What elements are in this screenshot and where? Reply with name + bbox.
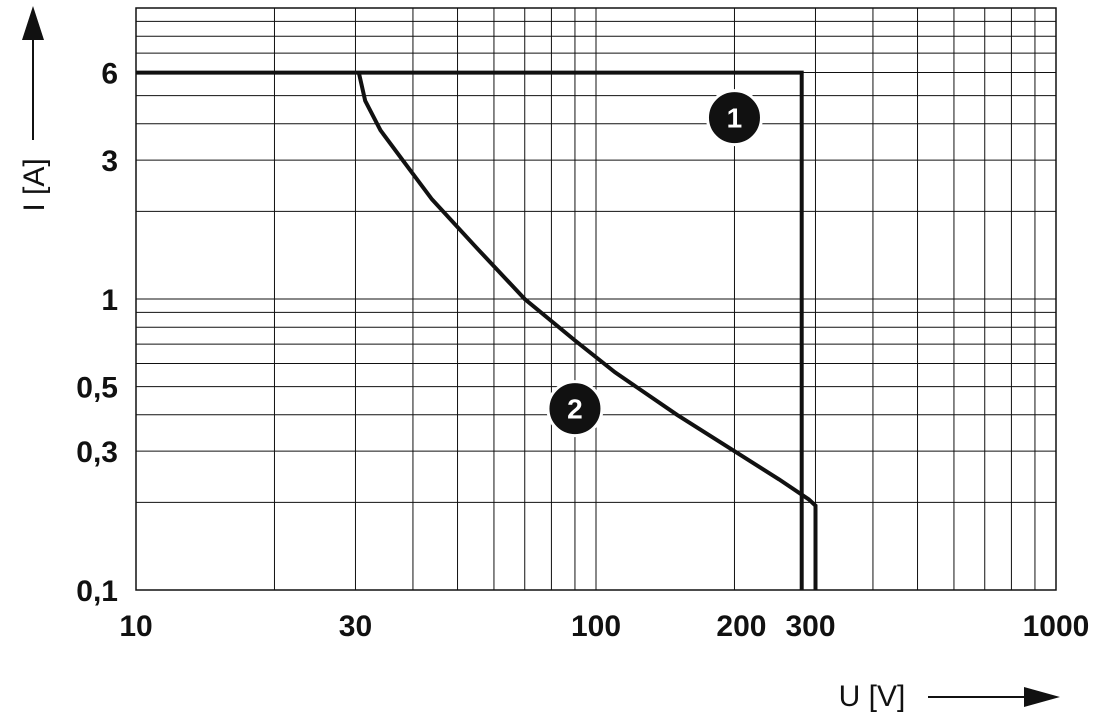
y-axis-arrow-icon [22, 6, 44, 40]
y-tick-label: 0,1 [76, 575, 118, 608]
x-tick-label: 30 [339, 610, 372, 643]
tick-labels: 10 30 100 200 300 1000 6 3 1 0,5 0,3 0,1 [76, 58, 1089, 643]
y-axis-label: I [A] [18, 158, 51, 211]
y-axis-title: I [A] [18, 6, 51, 212]
x-tick-label: 200 [716, 610, 766, 643]
x-tick-label: 300 [785, 610, 835, 643]
x-axis-arrow-icon [1024, 687, 1060, 707]
y-tick-label: 0,5 [76, 372, 118, 405]
series-marker-badge [705, 89, 763, 147]
x-axis-title: U [V] [839, 680, 1060, 713]
series-marker-label: 2 [567, 394, 583, 425]
series-marker-badge [546, 380, 604, 438]
series-marker-2: 2 [546, 380, 604, 438]
series-marker-1: 1 [705, 89, 763, 147]
x-tick-label: 10 [119, 610, 152, 643]
series-marker-label: 1 [727, 103, 743, 134]
x-tick-label: 100 [571, 610, 621, 643]
plot-frame [135, 7, 1057, 591]
x-tick-label: 1000 [1023, 610, 1090, 643]
x-axis-label: U [V] [839, 680, 906, 713]
series-line-2 [356, 72, 818, 590]
y-tick-label: 1 [101, 284, 118, 317]
y-tick-label: 3 [101, 145, 118, 178]
series-line-1 [136, 70, 804, 590]
series-group: 12 [136, 70, 818, 590]
y-tick-label: 0,3 [76, 436, 118, 469]
grid [136, 8, 1056, 590]
y-tick-label: 6 [101, 58, 118, 91]
